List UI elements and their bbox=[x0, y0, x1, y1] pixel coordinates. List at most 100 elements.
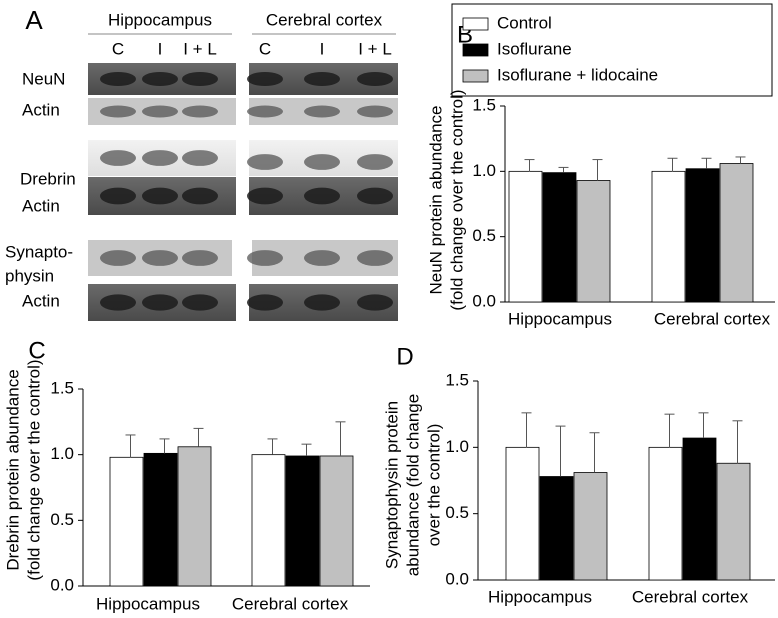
legend-swatch bbox=[462, 17, 489, 31]
y-tick-label: 0.0 bbox=[472, 291, 496, 310]
error-bar bbox=[193, 427, 204, 447]
lane-label: I + L bbox=[358, 39, 392, 58]
panel-letter: D bbox=[396, 343, 413, 370]
legend-label: Isoflurane bbox=[497, 39, 572, 58]
row-label: Drebrin bbox=[20, 169, 76, 188]
error-bar bbox=[732, 420, 743, 464]
blot-band bbox=[357, 294, 393, 311]
bar bbox=[319, 455, 354, 587]
error-bar bbox=[667, 157, 678, 172]
blot-band bbox=[182, 150, 218, 166]
y-axis-label: NeuN protein abundance bbox=[426, 105, 445, 294]
y-axis-label: (fold change over the control) bbox=[447, 89, 466, 310]
blot-band bbox=[100, 294, 136, 311]
bar bbox=[648, 446, 683, 581]
blot-band bbox=[247, 187, 283, 205]
blot-band bbox=[304, 187, 340, 205]
blot-band bbox=[247, 294, 283, 311]
bar bbox=[539, 476, 574, 581]
legend-box bbox=[451, 3, 773, 97]
y-tick-label: 0.5 bbox=[472, 226, 496, 245]
blot-band bbox=[142, 150, 178, 166]
blot-band bbox=[142, 294, 178, 311]
bar bbox=[177, 446, 212, 587]
row-label: Synapto- bbox=[5, 242, 73, 261]
bar bbox=[508, 170, 543, 303]
error-bar bbox=[735, 156, 746, 164]
blot-band bbox=[247, 250, 283, 266]
bar bbox=[285, 455, 320, 587]
blot-band bbox=[304, 71, 340, 87]
blot-band bbox=[100, 150, 136, 166]
error-bar bbox=[159, 438, 170, 454]
x-tick-label: Cerebral cortex bbox=[632, 587, 749, 606]
blot-band bbox=[182, 294, 218, 311]
legend-swatch bbox=[462, 43, 489, 57]
error-bar bbox=[301, 443, 312, 456]
y-tick-label: 1.5 bbox=[445, 370, 469, 389]
bar bbox=[573, 472, 608, 581]
blot-band bbox=[142, 105, 178, 118]
blot-band bbox=[357, 250, 393, 266]
bar bbox=[685, 168, 720, 303]
panel-letter: A bbox=[25, 5, 43, 35]
blot-band bbox=[247, 71, 283, 87]
legend-label: Control bbox=[497, 13, 552, 32]
bar bbox=[719, 163, 754, 303]
y-tick-label: 1.5 bbox=[472, 95, 496, 114]
error-bar bbox=[701, 157, 712, 169]
bar bbox=[251, 454, 286, 587]
blot-band bbox=[357, 187, 393, 205]
bar bbox=[505, 446, 540, 581]
x-tick-label: Hippocampus bbox=[96, 594, 200, 613]
row-label: NeuN bbox=[22, 69, 65, 88]
y-axis-label: Drebrin protein abundance bbox=[3, 369, 22, 570]
blot-band bbox=[357, 154, 393, 170]
y-tick-label: 1.0 bbox=[445, 437, 469, 456]
error-bar bbox=[698, 412, 709, 439]
region-label: Cerebral cortex bbox=[266, 10, 383, 29]
y-tick-label: 0.5 bbox=[445, 503, 469, 522]
error-bar bbox=[558, 166, 569, 173]
error-bar bbox=[267, 438, 278, 455]
y-tick-label: 1.0 bbox=[472, 161, 496, 180]
y-tick-label: 0.0 bbox=[50, 575, 74, 594]
y-axis-label: Synaptophysin protein bbox=[382, 401, 401, 569]
error-bar bbox=[555, 425, 566, 477]
bar bbox=[109, 456, 144, 587]
blot-band bbox=[100, 250, 136, 266]
blot-band bbox=[304, 154, 340, 170]
panel-letter: C bbox=[28, 337, 45, 364]
y-tick-label: 0.0 bbox=[445, 569, 469, 588]
y-tick-label: 0.5 bbox=[50, 510, 74, 529]
row-label: Actin bbox=[22, 100, 60, 119]
y-axis-label: over the control) bbox=[424, 424, 443, 547]
blot-band bbox=[100, 187, 136, 205]
lane-label: C bbox=[259, 39, 271, 58]
blot-band bbox=[182, 105, 218, 118]
y-tick-label: 1.0 bbox=[50, 444, 74, 463]
lane-label: C bbox=[112, 39, 124, 58]
bar bbox=[143, 452, 178, 587]
blot-band bbox=[142, 250, 178, 266]
blot-band bbox=[247, 154, 283, 170]
x-tick-label: Hippocampus bbox=[488, 587, 592, 606]
y-axis-label: (fold change over the control) bbox=[24, 359, 43, 580]
region-label: Hippocampus bbox=[108, 10, 212, 29]
legend-swatch bbox=[462, 69, 489, 83]
row-label: physin bbox=[5, 266, 54, 285]
error-bar bbox=[125, 434, 136, 458]
error-bar bbox=[592, 159, 603, 181]
error-bar bbox=[335, 421, 346, 456]
error-bar bbox=[521, 412, 532, 448]
x-tick-label: Cerebral cortex bbox=[654, 309, 771, 328]
blot-band bbox=[357, 105, 393, 118]
y-axis-label: abundance (fold change bbox=[403, 394, 422, 576]
x-tick-label: Cerebral cortex bbox=[232, 594, 349, 613]
blot-band bbox=[182, 71, 218, 87]
blot-band bbox=[182, 250, 218, 266]
blot-band bbox=[142, 187, 178, 205]
legend-label: Isoflurane + lidocaine bbox=[497, 65, 658, 84]
blot-band bbox=[304, 294, 340, 311]
